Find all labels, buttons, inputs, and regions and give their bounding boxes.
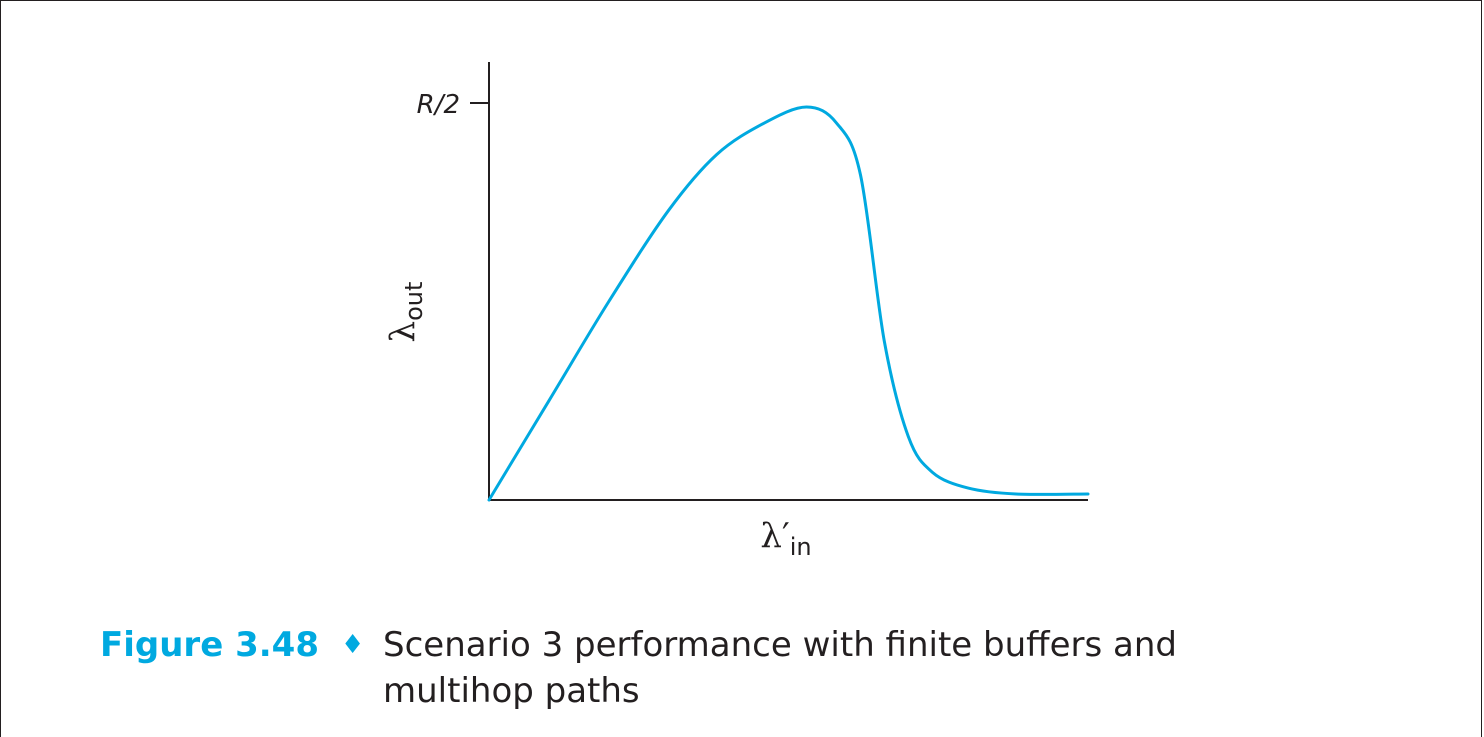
x-axis-label-symbol: λ′ (760, 516, 789, 556)
y-axis-label: λout (383, 282, 428, 343)
series-line-0 (487, 105, 1090, 502)
x-axis-label: λ′in (760, 516, 811, 561)
figure-number: Figure 3.48 (100, 625, 319, 665)
x-axis-label-subscript: in (790, 533, 812, 561)
chart-labels: R/2 λout λ′in (383, 90, 812, 561)
chart: R/2 λout λ′in (383, 62, 1090, 561)
caption-separator-icon: ♦ (341, 630, 365, 660)
y-tick-label: R/2 (417, 90, 460, 120)
caption-text: Scenario 3 performance with finite buffe… (383, 625, 1177, 711)
chart-axes (470, 62, 1088, 501)
y-axis-label-subscript: out (400, 282, 428, 321)
y-axis-label-symbol: λ (383, 321, 423, 343)
chart-marks (487, 105, 1090, 502)
